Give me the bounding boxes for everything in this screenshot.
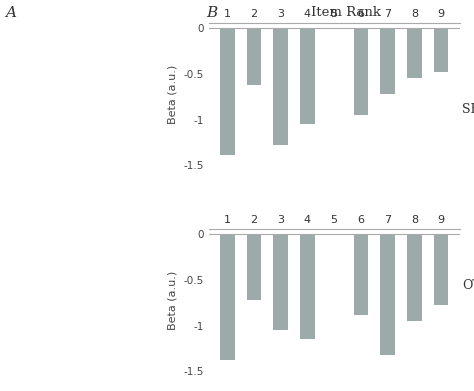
Bar (354, 28, 368, 115)
Bar (300, 234, 315, 339)
Bar (220, 234, 235, 361)
Bar (380, 234, 395, 355)
Bar (380, 28, 395, 94)
Bar (246, 234, 261, 300)
Bar (300, 28, 315, 124)
Text: B: B (206, 6, 218, 20)
Text: OTHER: OTHER (462, 279, 474, 292)
Bar (246, 28, 261, 85)
Bar (273, 234, 288, 330)
Bar (407, 28, 422, 79)
Text: SELF: SELF (462, 103, 474, 116)
Bar (273, 28, 288, 145)
Text: A: A (5, 6, 16, 20)
Bar (407, 234, 422, 321)
Y-axis label: Beta (a.u.): Beta (a.u.) (168, 271, 178, 330)
Bar (434, 28, 448, 72)
Bar (354, 234, 368, 315)
Y-axis label: Beta (a.u.): Beta (a.u.) (168, 65, 178, 124)
Bar (220, 28, 235, 154)
Text: Item Rank: Item Rank (311, 6, 381, 19)
Bar (434, 234, 448, 305)
